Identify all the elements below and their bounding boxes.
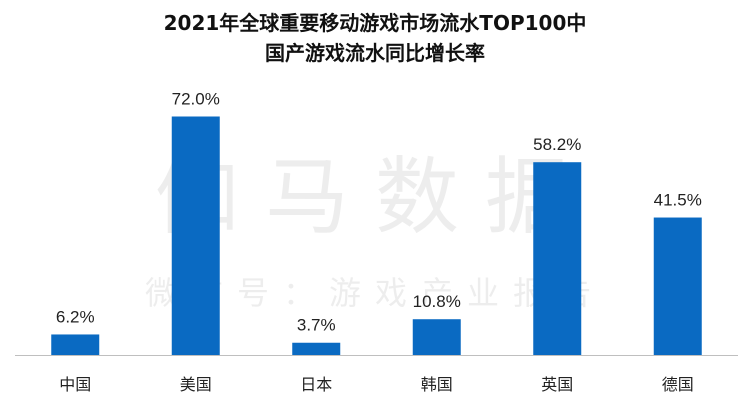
data-label-6: 41.5%	[654, 191, 702, 210]
data-label-4: 10.8%	[413, 292, 461, 311]
category-label-5: 英国	[541, 375, 573, 394]
data-label-1: 6.2%	[56, 307, 95, 326]
category-label-6: 德国	[662, 375, 694, 394]
chart-title: 2021年全球重要移动游戏市场流水TOP100中 国产游戏流水同比增长率	[0, 8, 750, 68]
bar-2	[171, 116, 220, 355]
data-label-5: 58.2%	[533, 135, 581, 154]
data-label-2: 72.0%	[172, 90, 220, 109]
category-label-1: 中国	[59, 375, 91, 394]
bar-4	[412, 319, 461, 355]
bar-6	[653, 217, 702, 355]
watermark-main: 伽马数据	[155, 148, 595, 246]
data-label-3: 3.7%	[297, 316, 336, 335]
category-label-4: 韩国	[421, 375, 453, 394]
category-label-3: 日本	[300, 375, 332, 394]
bar-3	[292, 342, 341, 355]
bar-1	[51, 334, 100, 355]
chart-title-line-1: 2021年全球重要移动游戏市场流水TOP100中	[163, 11, 587, 35]
category-label-2: 美国	[180, 375, 212, 394]
bar-series: 6.2% 中国 72.0% 美国 3.7% 日本 10.8% 韩国 58.2% 英国 41.5% 德国	[51, 90, 702, 394]
bar-5	[533, 162, 582, 355]
chart-title-line-2: 国产游戏流水同比增长率	[265, 41, 485, 65]
